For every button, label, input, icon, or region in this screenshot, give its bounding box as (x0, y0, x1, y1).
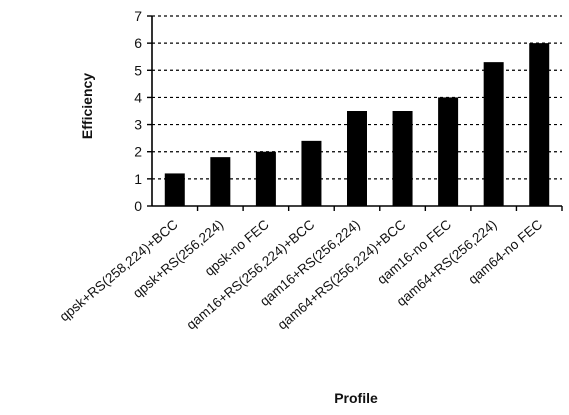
bar (255, 151, 276, 206)
y-axis-title: Efficiency (79, 73, 95, 139)
y-tick-label: 4 (134, 89, 142, 105)
bar (164, 173, 185, 206)
y-tick-label: 0 (134, 198, 142, 214)
bar (438, 97, 459, 206)
y-tick-label: 7 (134, 8, 142, 24)
bar (483, 62, 504, 207)
y-ticks: 0 1 2 3 4 5 6 7 (134, 8, 152, 214)
bar (347, 111, 367, 206)
bar (529, 43, 550, 207)
bar (392, 111, 413, 206)
y-tick-label: 1 (134, 171, 142, 187)
x-ticks: qpsk+RS(258,224)+BCCqpsk+RS(256,224)qpsk… (57, 206, 563, 332)
axes (151, 16, 562, 207)
x-axis-title: Profile (334, 390, 378, 406)
y-tick-label: 6 (134, 35, 142, 51)
y-tick-label: 5 (134, 62, 142, 78)
y-tick-label: 3 (134, 117, 142, 133)
bar (301, 140, 322, 206)
bars (164, 43, 550, 207)
y-tick-label: 2 (134, 144, 142, 160)
bar (210, 157, 231, 206)
